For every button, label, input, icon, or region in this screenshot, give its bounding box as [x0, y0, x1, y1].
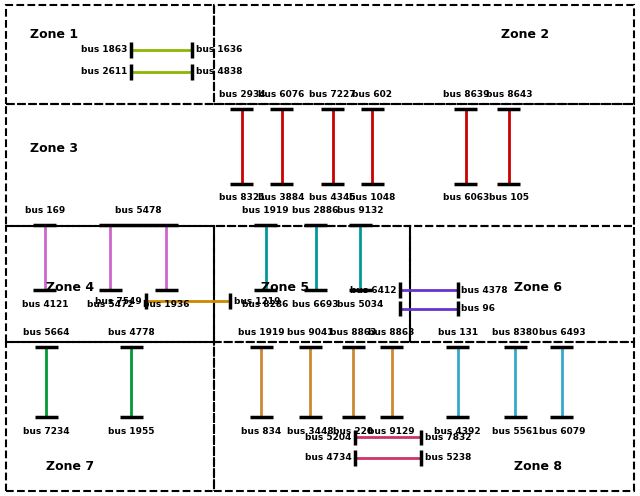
Text: bus 4345: bus 4345	[310, 193, 356, 202]
Text: bus 4734: bus 4734	[305, 453, 351, 462]
Text: bus 169: bus 169	[25, 206, 65, 215]
Text: bus 2934: bus 2934	[219, 90, 265, 99]
Text: bus 131: bus 131	[438, 328, 477, 337]
Text: bus 7832: bus 7832	[425, 433, 472, 442]
Text: bus 5034: bus 5034	[337, 300, 383, 309]
Text: bus 6493: bus 6493	[539, 328, 585, 337]
Text: Zone 8: Zone 8	[514, 460, 562, 473]
Text: bus 5238: bus 5238	[425, 453, 471, 462]
Text: bus 4378: bus 4378	[461, 286, 508, 295]
Text: Zone 6: Zone 6	[514, 281, 562, 294]
Text: bus 9132: bus 9132	[337, 206, 383, 215]
Text: bus 1636: bus 1636	[196, 45, 242, 54]
Text: Zone 2: Zone 2	[500, 28, 549, 41]
Text: bus 2611: bus 2611	[81, 67, 127, 76]
Text: bus 834: bus 834	[241, 427, 281, 435]
Text: bus 1936: bus 1936	[143, 300, 189, 309]
Text: bus 1219: bus 1219	[234, 297, 281, 306]
Text: bus 6063: bus 6063	[443, 193, 489, 202]
Text: bus 4121: bus 4121	[22, 300, 68, 309]
Text: Zone 3: Zone 3	[31, 142, 79, 155]
Text: bus 5664: bus 5664	[23, 328, 69, 337]
Text: bus 1048: bus 1048	[349, 193, 396, 202]
Text: bus 3448: bus 3448	[287, 427, 333, 435]
Text: Zone 1: Zone 1	[30, 28, 79, 41]
Text: bus 4778: bus 4778	[108, 328, 155, 337]
Text: bus 220: bus 220	[333, 427, 373, 435]
Text: bus 8863: bus 8863	[330, 328, 376, 337]
Text: bus 1919: bus 1919	[238, 328, 284, 337]
Text: bus 3884: bus 3884	[259, 193, 305, 202]
Text: bus 8286: bus 8286	[243, 300, 289, 309]
Text: bus 7549: bus 7549	[95, 297, 142, 306]
Text: bus 6693: bus 6693	[292, 300, 339, 309]
Text: bus 5204: bus 5204	[305, 433, 351, 442]
Text: Zone 5: Zone 5	[260, 281, 309, 294]
Text: bus 8639: bus 8639	[443, 90, 489, 99]
Text: bus 5561: bus 5561	[492, 427, 538, 435]
Text: Zone 4: Zone 4	[46, 281, 95, 294]
Text: bus 1863: bus 1863	[81, 45, 127, 54]
Text: bus 2886: bus 2886	[292, 206, 339, 215]
Text: bus 5478: bus 5478	[115, 206, 161, 215]
Text: bus 105: bus 105	[489, 193, 529, 202]
Text: bus 7234: bus 7234	[23, 427, 69, 435]
Text: bus 8863: bus 8863	[369, 328, 415, 337]
Text: bus 4838: bus 4838	[196, 67, 243, 76]
Text: bus 9041: bus 9041	[287, 328, 333, 337]
Text: bus 7227: bus 7227	[310, 90, 356, 99]
Text: bus 8321: bus 8321	[219, 193, 265, 202]
Text: bus 1919: bus 1919	[243, 206, 289, 215]
Text: bus 96: bus 96	[461, 304, 495, 313]
Text: bus 602: bus 602	[353, 90, 392, 99]
Text: Zone 7: Zone 7	[46, 460, 95, 473]
Text: bus 6079: bus 6079	[539, 427, 585, 435]
Text: bus 9129: bus 9129	[369, 427, 415, 435]
Text: bus 6076: bus 6076	[259, 90, 305, 99]
Text: bus 4392: bus 4392	[435, 427, 481, 435]
Text: bus 5472: bus 5472	[87, 300, 133, 309]
Text: bus 8380: bus 8380	[492, 328, 538, 337]
Text: bus 1955: bus 1955	[108, 427, 154, 435]
Text: bus 6412: bus 6412	[349, 286, 396, 295]
Text: bus 8643: bus 8643	[486, 90, 532, 99]
